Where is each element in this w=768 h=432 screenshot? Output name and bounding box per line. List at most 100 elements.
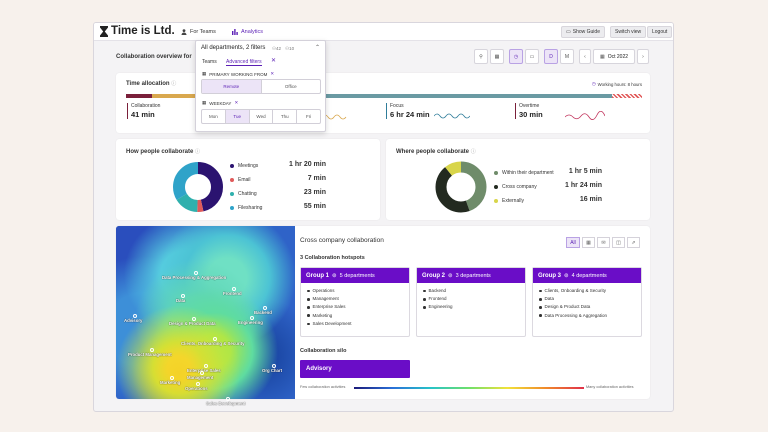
chevron-right-icon: › — [642, 53, 644, 60]
chat-view-button[interactable]: ◫ — [612, 237, 625, 248]
nav-analytics-label: Analytics — [241, 28, 264, 35]
where-people-collaborate-card: Where people collaborate ⓘ — [386, 139, 650, 220]
people-count: ⚇42 — [272, 46, 282, 51]
calendar-view-button[interactable]: ▦ — [582, 237, 595, 248]
clear-filters-icon[interactable]: ✕ — [271, 58, 277, 64]
legend-cross-company: Cross company — [494, 184, 537, 190]
person-filter-button[interactable]: ⚲ — [474, 49, 488, 64]
prev-period-button[interactable]: ‹ — [579, 49, 591, 64]
date-picker[interactable]: ▦ Oct 2022 — [593, 49, 635, 64]
people-icon: ⚇ — [272, 46, 277, 51]
clear-icon[interactable]: ✕ — [234, 100, 239, 105]
next-period-button[interactable]: › — [637, 49, 649, 64]
map-label-advisory[interactable]: Advisory — [124, 314, 143, 323]
working-from-toggle[interactable]: Remote Office — [201, 79, 321, 94]
show-guide-button[interactable]: ▭ Show Guide — [561, 26, 605, 38]
map-label-engineering[interactable]: Engineering — [238, 316, 263, 325]
day-thu[interactable]: Thu — [273, 110, 298, 123]
team-icon: ⚇ — [285, 46, 290, 51]
map-label-data[interactable]: Data — [176, 294, 186, 303]
option-remote[interactable]: Remote — [202, 80, 262, 93]
day-wed[interactable]: Wed — [250, 110, 274, 123]
map-label-data-processing[interactable]: Data Processing & Aggregation — [162, 271, 227, 280]
email-view-button[interactable]: ✉ — [597, 237, 610, 248]
department-filter-dropdown[interactable]: All departments, 2 filters ⚇42 ⚇10 ⌃ Tea… — [195, 40, 326, 132]
email-segment — [152, 94, 196, 98]
clock-icon: ◷ — [591, 81, 596, 86]
overtime-segment — [612, 94, 642, 98]
map-label-enterprise-sales[interactable]: Enterprise Sales — [187, 364, 221, 373]
nav-for-teams[interactable]: For Teams — [181, 23, 216, 41]
focus-segment — [196, 94, 612, 98]
share-view-button[interactable]: ⇗ — [627, 237, 640, 248]
tab-advanced-filters[interactable]: Advanced filters — [226, 59, 262, 66]
clock-icon: ◷ — [513, 53, 519, 60]
group-2-item: Engineering — [423, 303, 519, 311]
silo-title: Collaboration silo — [300, 348, 347, 354]
email-icon: ✉ — [601, 239, 606, 246]
group-1-item: Management — [307, 295, 403, 303]
legend-meetings: Meetings — [230, 163, 258, 169]
app-logo: Time is Ltd. — [100, 25, 175, 37]
legend-externally: Externally — [494, 198, 524, 204]
clear-icon[interactable]: ✕ — [270, 71, 275, 76]
day-tue[interactable]: Tue — [225, 110, 250, 123]
map-label-design-product-data[interactable]: Design & Product Data — [169, 317, 216, 326]
date-label: Oct 2022 — [607, 53, 629, 60]
card-filter-button[interactable]: ▭ — [525, 49, 539, 64]
map-label-frontend[interactable]: Frontend — [223, 287, 242, 296]
overtime-sparkline — [565, 111, 605, 120]
group-3-item: Design & Product Data — [539, 303, 635, 311]
value-email: 7 min — [307, 175, 326, 182]
map-label-sales-development[interactable]: Sales Development — [206, 397, 246, 406]
day-mon[interactable]: Mon — [202, 110, 226, 123]
page-title: Collaboration overview for — [116, 54, 192, 60]
legend-email: Email — [230, 177, 251, 183]
chevron-up-icon[interactable]: ⌃ — [314, 45, 320, 51]
group-2-header: Group 2 ⊚ 3 departments — [417, 268, 525, 283]
map-label-backend[interactable]: Backend — [254, 306, 272, 315]
nav-analytics[interactable]: Analytics — [232, 23, 264, 41]
view-all-tab[interactable]: All — [566, 237, 580, 248]
cross-company-title: Cross company collaboration — [300, 237, 384, 244]
map-label-org-chart[interactable]: Org Chart — [262, 364, 283, 373]
value-chatting: 23 min — [303, 189, 326, 196]
day-fri[interactable]: Fri — [305, 114, 312, 119]
info-icon: ⓘ — [195, 149, 201, 155]
group-3-header: Group 3 ⊚ 4 departments — [533, 268, 641, 283]
info-icon: ⓘ — [171, 81, 177, 87]
metric-collaboration: Collaboration 41 min — [127, 103, 160, 119]
team-count: ⚇10 — [285, 46, 295, 51]
silo-advisory[interactable]: Advisory — [300, 360, 410, 378]
weekday-toggle[interactable]: Mon Tue Wed Thu Fri — [201, 109, 321, 124]
building-filter-button[interactable]: ▦ — [490, 49, 504, 64]
primary-working-from-heading: ▦ PRIMARY WORKING FROM ✕ — [202, 71, 275, 77]
map-label-operations[interactable]: Operations — [185, 382, 208, 391]
logout-button[interactable]: Logout — [647, 26, 673, 38]
day-view-label: D — [549, 53, 553, 60]
value-cross-company: 1 hr 24 min — [565, 182, 602, 189]
card-icon: ▭ — [529, 53, 535, 60]
app-name: Time is Ltd. — [111, 25, 175, 37]
scale-high-label: Many collaboration activities — [586, 385, 634, 389]
day-view-button[interactable]: D — [544, 49, 558, 64]
working-hours-label: ◷ Working hours: 8 hours — [591, 81, 642, 87]
person-icon: ⚲ — [479, 53, 483, 60]
chat-icon: ◫ — [616, 239, 621, 246]
map-label-marketing[interactable]: Marketing — [160, 376, 181, 385]
switch-view-button[interactable]: Switch view — [610, 26, 647, 38]
map-label-clients-onboarding[interactable]: Clients, Onboarding & Security — [181, 337, 245, 346]
value-externally: 16 min — [579, 196, 602, 203]
calendar-icon: ▦ — [586, 239, 591, 246]
group-3-item: Clients, Onboarding & Security — [539, 287, 635, 295]
tab-teams[interactable]: Teams — [202, 59, 217, 65]
group-2-item: Backend — [423, 287, 519, 295]
map-label-management[interactable]: Management — [187, 371, 214, 380]
map-label-product-management[interactable]: Product Management — [128, 348, 172, 357]
clock-filter-button[interactable]: ◷ — [509, 49, 523, 64]
weekday-heading: ▦ WEEKDAY ✕ — [202, 100, 239, 106]
month-view-button[interactable]: M — [560, 49, 574, 64]
legend-filesharing: Filesharing — [230, 205, 262, 211]
focus-sparkline — [434, 113, 470, 119]
option-office[interactable]: Office — [284, 84, 297, 89]
